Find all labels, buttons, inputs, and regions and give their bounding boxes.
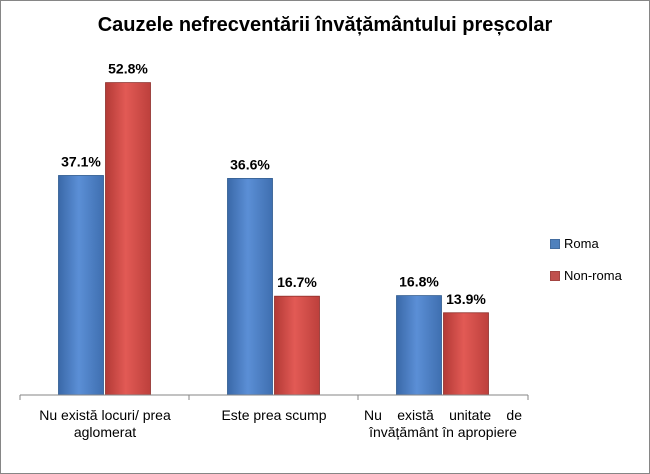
legend-item-roma: Roma <box>550 235 622 252</box>
data-label-non-roma-0: 52.8% <box>108 61 148 77</box>
data-label-roma-1: 36.6% <box>230 156 270 172</box>
legend-item-non-roma: Non-roma <box>550 267 622 284</box>
bar-roma-2 <box>396 295 442 396</box>
bar-non-roma-0 <box>105 82 151 396</box>
data-label-non-roma-1: 16.7% <box>277 274 317 290</box>
bar-roma-0 <box>58 175 104 396</box>
category-label-1: Este prea scump <box>221 407 327 423</box>
legend: Roma Non-roma <box>550 235 622 299</box>
bar-non-roma-2 <box>443 312 489 396</box>
category-label-2: Nu există unitate de învățământ în aprop… <box>364 407 522 440</box>
legend-swatch-non-roma <box>550 270 560 281</box>
chart-title: Cauzele nefrecventării învățământului pr… <box>97 14 553 36</box>
bar-non-roma-1 <box>274 295 320 396</box>
data-label-roma-0: 37.1% <box>61 153 101 169</box>
legend-label-non-roma: Non-roma <box>564 268 622 283</box>
bar-roma-1 <box>227 178 273 396</box>
legend-label-roma: Roma <box>564 236 599 251</box>
data-label-non-roma-2: 13.9% <box>446 291 486 307</box>
legend-swatch-roma <box>550 238 560 249</box>
category-label-0: Nu există locuri/ prea aglomerat <box>39 407 171 440</box>
data-label-roma-2: 16.8% <box>399 274 439 290</box>
